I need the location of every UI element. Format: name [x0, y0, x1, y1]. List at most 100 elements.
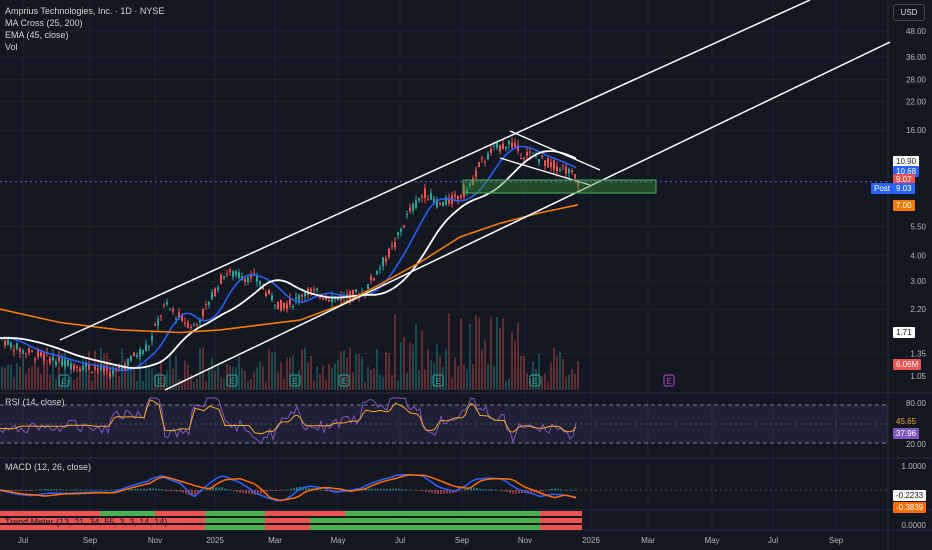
macd-histogram-bar [98, 489, 100, 491]
macd-histogram-bar [542, 490, 544, 492]
volume-bar [424, 369, 426, 390]
earnings-marker-text: E [61, 377, 66, 386]
candle-body [298, 295, 300, 301]
candle-body [166, 301, 168, 305]
candle-body [238, 272, 240, 279]
candle-body [247, 276, 249, 283]
candle-body [7, 339, 9, 345]
candle-body [529, 151, 531, 153]
macd-histogram-bar [182, 490, 184, 493]
candle-body [232, 271, 234, 277]
candle-body [103, 366, 105, 372]
indicator-ema[interactable]: EMA (45, close) [5, 30, 69, 40]
candle-body [187, 322, 189, 328]
macd-histogram-bar [212, 487, 214, 491]
volume-bar [544, 373, 546, 390]
candle-body [286, 303, 288, 309]
macd-histogram-bar [491, 489, 493, 491]
candle-body [73, 364, 75, 370]
currency-button[interactable]: USD [893, 4, 925, 21]
candle-body [259, 280, 261, 286]
macd-histogram-bar [503, 490, 505, 492]
macd-histogram-bar [485, 489, 487, 491]
macd-histogram-bar [29, 490, 31, 491]
macd-histogram-bar [572, 489, 574, 491]
macd-histogram-bar [575, 489, 577, 491]
volume-bar [520, 355, 522, 390]
candle-body [406, 214, 408, 216]
macd-histogram-bar [374, 488, 376, 491]
indicator-ma-cross[interactable]: MA Cross (25, 200) [5, 18, 83, 28]
volume-bar [274, 351, 276, 390]
volume-bar [490, 316, 492, 390]
volume-bar [256, 367, 258, 390]
volume-bar [25, 373, 27, 390]
earnings-marker-icon [58, 374, 70, 387]
candle-body [79, 369, 81, 372]
volume-bar [493, 365, 495, 390]
volume-bar [67, 379, 69, 390]
volume-bar [73, 379, 75, 390]
macd-histogram-bar [65, 489, 67, 491]
support-zone [462, 179, 657, 194]
volume-bar [457, 366, 459, 390]
macd-histogram-bar [566, 490, 568, 491]
x-axis-label-0: Jul [18, 536, 28, 545]
volume-bar [262, 366, 264, 390]
volume-bar [358, 353, 360, 390]
trend-meter-segment [0, 511, 100, 516]
candle-body [133, 352, 135, 356]
macd-axis-1: 1.0000 [902, 462, 927, 471]
volume-bar [55, 378, 57, 390]
trend-meter-segment [205, 525, 265, 530]
macd-histogram-bar [464, 489, 466, 491]
volume-bar [508, 378, 510, 390]
volume-bar [118, 376, 120, 390]
trend-meter-segment [310, 518, 345, 523]
candle-body [283, 302, 285, 309]
volume-bar [157, 372, 159, 390]
volume-bar [151, 368, 153, 390]
volume-bar [376, 348, 378, 390]
volume-bar [280, 362, 282, 390]
candle-body [229, 269, 231, 272]
volume-bar [196, 378, 198, 390]
volume-bar [352, 372, 354, 390]
candle-body [127, 359, 129, 365]
candle-body [151, 336, 153, 341]
macd-histogram-bar [395, 488, 397, 491]
symbol-title[interactable]: Amprius Technologies, Inc. · 1D · NYSE [5, 6, 165, 16]
volume-bar [265, 381, 267, 390]
volume-bar [421, 330, 423, 390]
candle-body [268, 289, 270, 294]
trend-meter-label[interactable]: Trend Meter (13, 21, 34, 55, 3, 3, 14, 1… [5, 517, 168, 527]
trend-meter-segment [100, 525, 155, 530]
macd-histogram-bar [431, 490, 433, 493]
volume-bar [319, 373, 321, 390]
macd-histogram-bar [521, 490, 523, 494]
macd-label[interactable]: MACD (12, 26, close) [5, 462, 92, 472]
earnings-marker-icon [338, 374, 350, 387]
macd-histogram-bar [80, 489, 82, 491]
candle-body [484, 161, 486, 163]
volume-bar [346, 357, 348, 390]
volume-bar [469, 323, 471, 390]
macd-histogram-bar [392, 488, 394, 491]
macd-histogram-bar [488, 489, 490, 491]
macd-histogram-bar [56, 489, 58, 491]
volume-bar [163, 377, 165, 390]
candle-body [574, 174, 576, 178]
volume-bar [28, 367, 30, 390]
macd-histogram-bar [251, 490, 253, 495]
volume-bar [10, 364, 12, 390]
volume-bar [13, 377, 15, 390]
volume-bar [484, 339, 486, 390]
macd-histogram-bar [275, 490, 277, 492]
volume-bar [502, 318, 504, 390]
indicator-volume[interactable]: Vol [5, 42, 18, 52]
candle-body [361, 291, 363, 293]
rsi-label[interactable]: RSI (14, close) [5, 397, 65, 407]
candle-body [13, 349, 15, 352]
candle-body [532, 153, 534, 155]
